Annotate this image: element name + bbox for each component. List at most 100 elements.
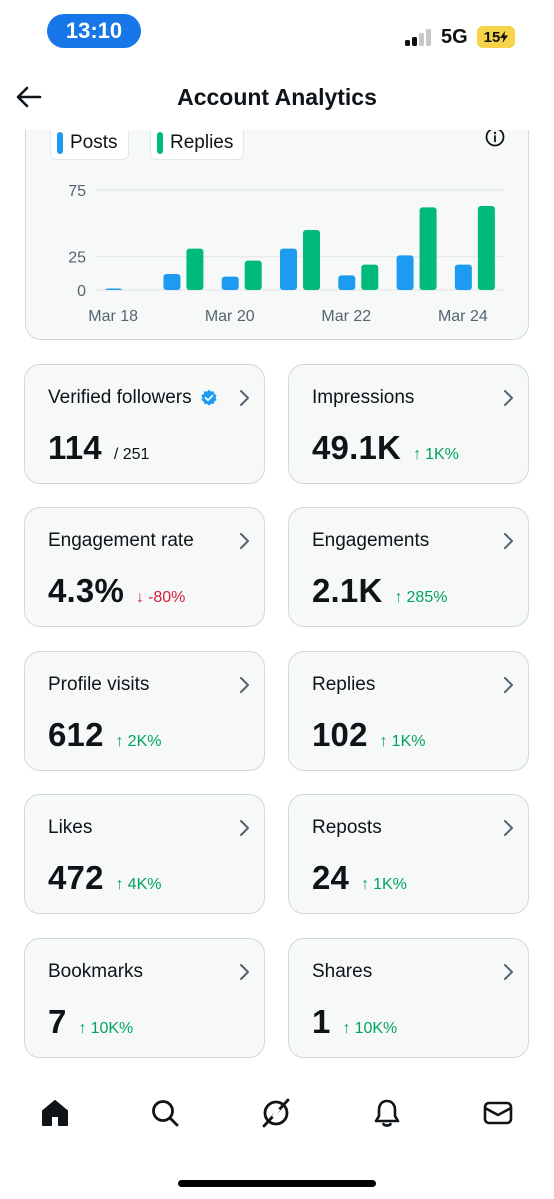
stat-card[interactable]: Bookmarks 7 ↑ 10K%	[24, 938, 265, 1058]
tab-search[interactable]	[147, 1095, 183, 1131]
arrow-up-icon: ↑	[342, 1020, 351, 1037]
back-button[interactable]	[12, 80, 46, 114]
stat-label: Shares	[312, 961, 372, 983]
chevron-right-icon	[240, 533, 249, 549]
stat-value: 4.3%	[48, 572, 125, 609]
stat-label-text: Replies	[312, 674, 376, 695]
stat-label-text: Verified followers	[48, 387, 192, 408]
y-tick-label: 25	[68, 250, 86, 267]
stat-total: / 251	[113, 446, 150, 463]
bar-posts	[105, 288, 123, 290]
stat-delta-value: 1K%	[391, 733, 426, 750]
stat-delta-value: 2K%	[127, 733, 162, 750]
legend-replies-swatch	[157, 132, 163, 154]
stat-card[interactable]: Replies 102 ↑ 1K%	[288, 651, 529, 771]
back-arrow-icon	[16, 86, 42, 108]
chevron-right-icon	[240, 390, 249, 406]
page-title: Account Analytics	[177, 84, 377, 110]
tab-messages[interactable]	[480, 1095, 516, 1131]
bar-replies	[361, 264, 379, 290]
stat-card[interactable]: Shares 1 ↑ 10K%	[288, 938, 529, 1058]
network-label: 5G	[441, 26, 468, 48]
stat-label: Impressions	[312, 387, 414, 409]
stat-delta-value: -80%	[148, 589, 186, 606]
status-time: 13:10	[47, 14, 141, 48]
y-tick-label: 0	[77, 283, 86, 300]
stat-value: 472	[48, 859, 104, 896]
legend-replies[interactable]: Replies	[150, 126, 245, 160]
arrow-down-icon: ↓	[136, 589, 145, 606]
bar-posts	[280, 248, 297, 290]
stat-value: 24	[312, 859, 350, 896]
bar-replies	[303, 230, 320, 290]
tab-notifications[interactable]	[369, 1095, 405, 1131]
search-icon	[152, 1100, 179, 1127]
stat-value-row: 2.1K ↑ 285%	[312, 572, 447, 610]
stat-card[interactable]: Reposts 24 ↑ 1K%	[288, 794, 529, 914]
stat-card[interactable]: Profile visits 612 ↑ 2K%	[24, 651, 265, 771]
bar-replies	[477, 206, 495, 290]
x-tick-label: Mar 18	[88, 308, 138, 325]
chevron-right-icon	[504, 964, 513, 980]
charging-bolt-icon	[500, 31, 509, 43]
stat-label: Verified followers	[48, 387, 218, 409]
bar-posts	[454, 264, 472, 290]
battery-level: 15	[483, 28, 501, 46]
stat-label-text: Engagement rate	[48, 530, 194, 551]
status-bar: 13:10 5G 15	[0, 0, 554, 66]
stat-delta-value: 10K%	[354, 1020, 398, 1037]
stat-label-text: Profile visits	[48, 674, 150, 695]
tab-grok[interactable]	[258, 1095, 294, 1131]
bar-replies	[244, 260, 262, 290]
stat-label: Likes	[48, 817, 92, 839]
stat-value-row: 1 ↑ 10K%	[312, 1003, 397, 1041]
stat-delta: ↑ 1K%	[361, 876, 407, 894]
stat-delta-value: 1K%	[425, 446, 459, 463]
stat-value: 49.1K	[312, 429, 402, 466]
chevron-right-icon	[240, 820, 249, 836]
stat-delta-value: 1K%	[373, 876, 407, 893]
y-tick-label: 75	[68, 183, 86, 200]
stat-card[interactable]: Engagements 2.1K ↑ 285%	[288, 507, 529, 627]
stat-value-row: 24 ↑ 1K%	[312, 859, 407, 897]
bar-posts	[396, 255, 414, 290]
tab-home[interactable]	[37, 1095, 73, 1131]
stat-value: 7	[48, 1003, 67, 1040]
legend-replies-label: Replies	[170, 132, 234, 153]
stat-card[interactable]: Impressions 49.1K ↑ 1K%	[288, 364, 529, 484]
x-tick-label: Mar 24	[438, 308, 488, 325]
chevron-right-icon	[504, 533, 513, 549]
stat-value-row: 7 ↑ 10K%	[48, 1003, 133, 1041]
stat-delta-value: 4K%	[127, 876, 162, 893]
messages-icon	[483, 1101, 513, 1125]
chevron-right-icon	[240, 964, 249, 980]
stat-value-row: 612 ↑ 2K%	[48, 716, 161, 754]
stat-card[interactable]: Likes 472 ↑ 4K%	[24, 794, 265, 914]
stat-label: Reposts	[312, 817, 382, 839]
stat-delta: ↓ -80%	[136, 589, 185, 607]
stat-value: 114	[48, 429, 102, 466]
chevron-right-icon	[504, 820, 513, 836]
bar-posts	[338, 275, 356, 290]
stat-value-row: 114 / 251	[48, 429, 149, 467]
arrow-up-icon: ↑	[115, 733, 124, 750]
legend-posts-swatch	[57, 132, 63, 154]
stat-label-text: Likes	[48, 817, 93, 838]
stat-label-text: Reposts	[312, 817, 382, 838]
stat-card[interactable]: Verified followers 114 / 251	[24, 364, 265, 484]
verified-badge-icon	[201, 389, 217, 406]
arrow-up-icon: ↑	[115, 876, 124, 893]
activity-chart-card: Posts Replies 75 25 0 Mar 18 Mar 20 Mar 22 Mar…	[25, 114, 529, 340]
chevron-right-icon	[504, 677, 513, 693]
stat-card[interactable]: Engagement rate 4.3% ↓ -80%	[24, 507, 265, 627]
stat-value: 2.1K	[312, 572, 383, 609]
signal-icon	[405, 28, 435, 46]
legend-posts[interactable]: Posts	[50, 126, 129, 160]
stat-delta: ↑ 1K%	[413, 446, 459, 464]
page-header: Account Analytics	[0, 66, 554, 130]
stat-label: Engagement rate	[48, 530, 194, 552]
arrow-up-icon: ↑	[379, 733, 388, 750]
stat-value: 102	[312, 716, 368, 753]
home-icon	[42, 1100, 68, 1126]
